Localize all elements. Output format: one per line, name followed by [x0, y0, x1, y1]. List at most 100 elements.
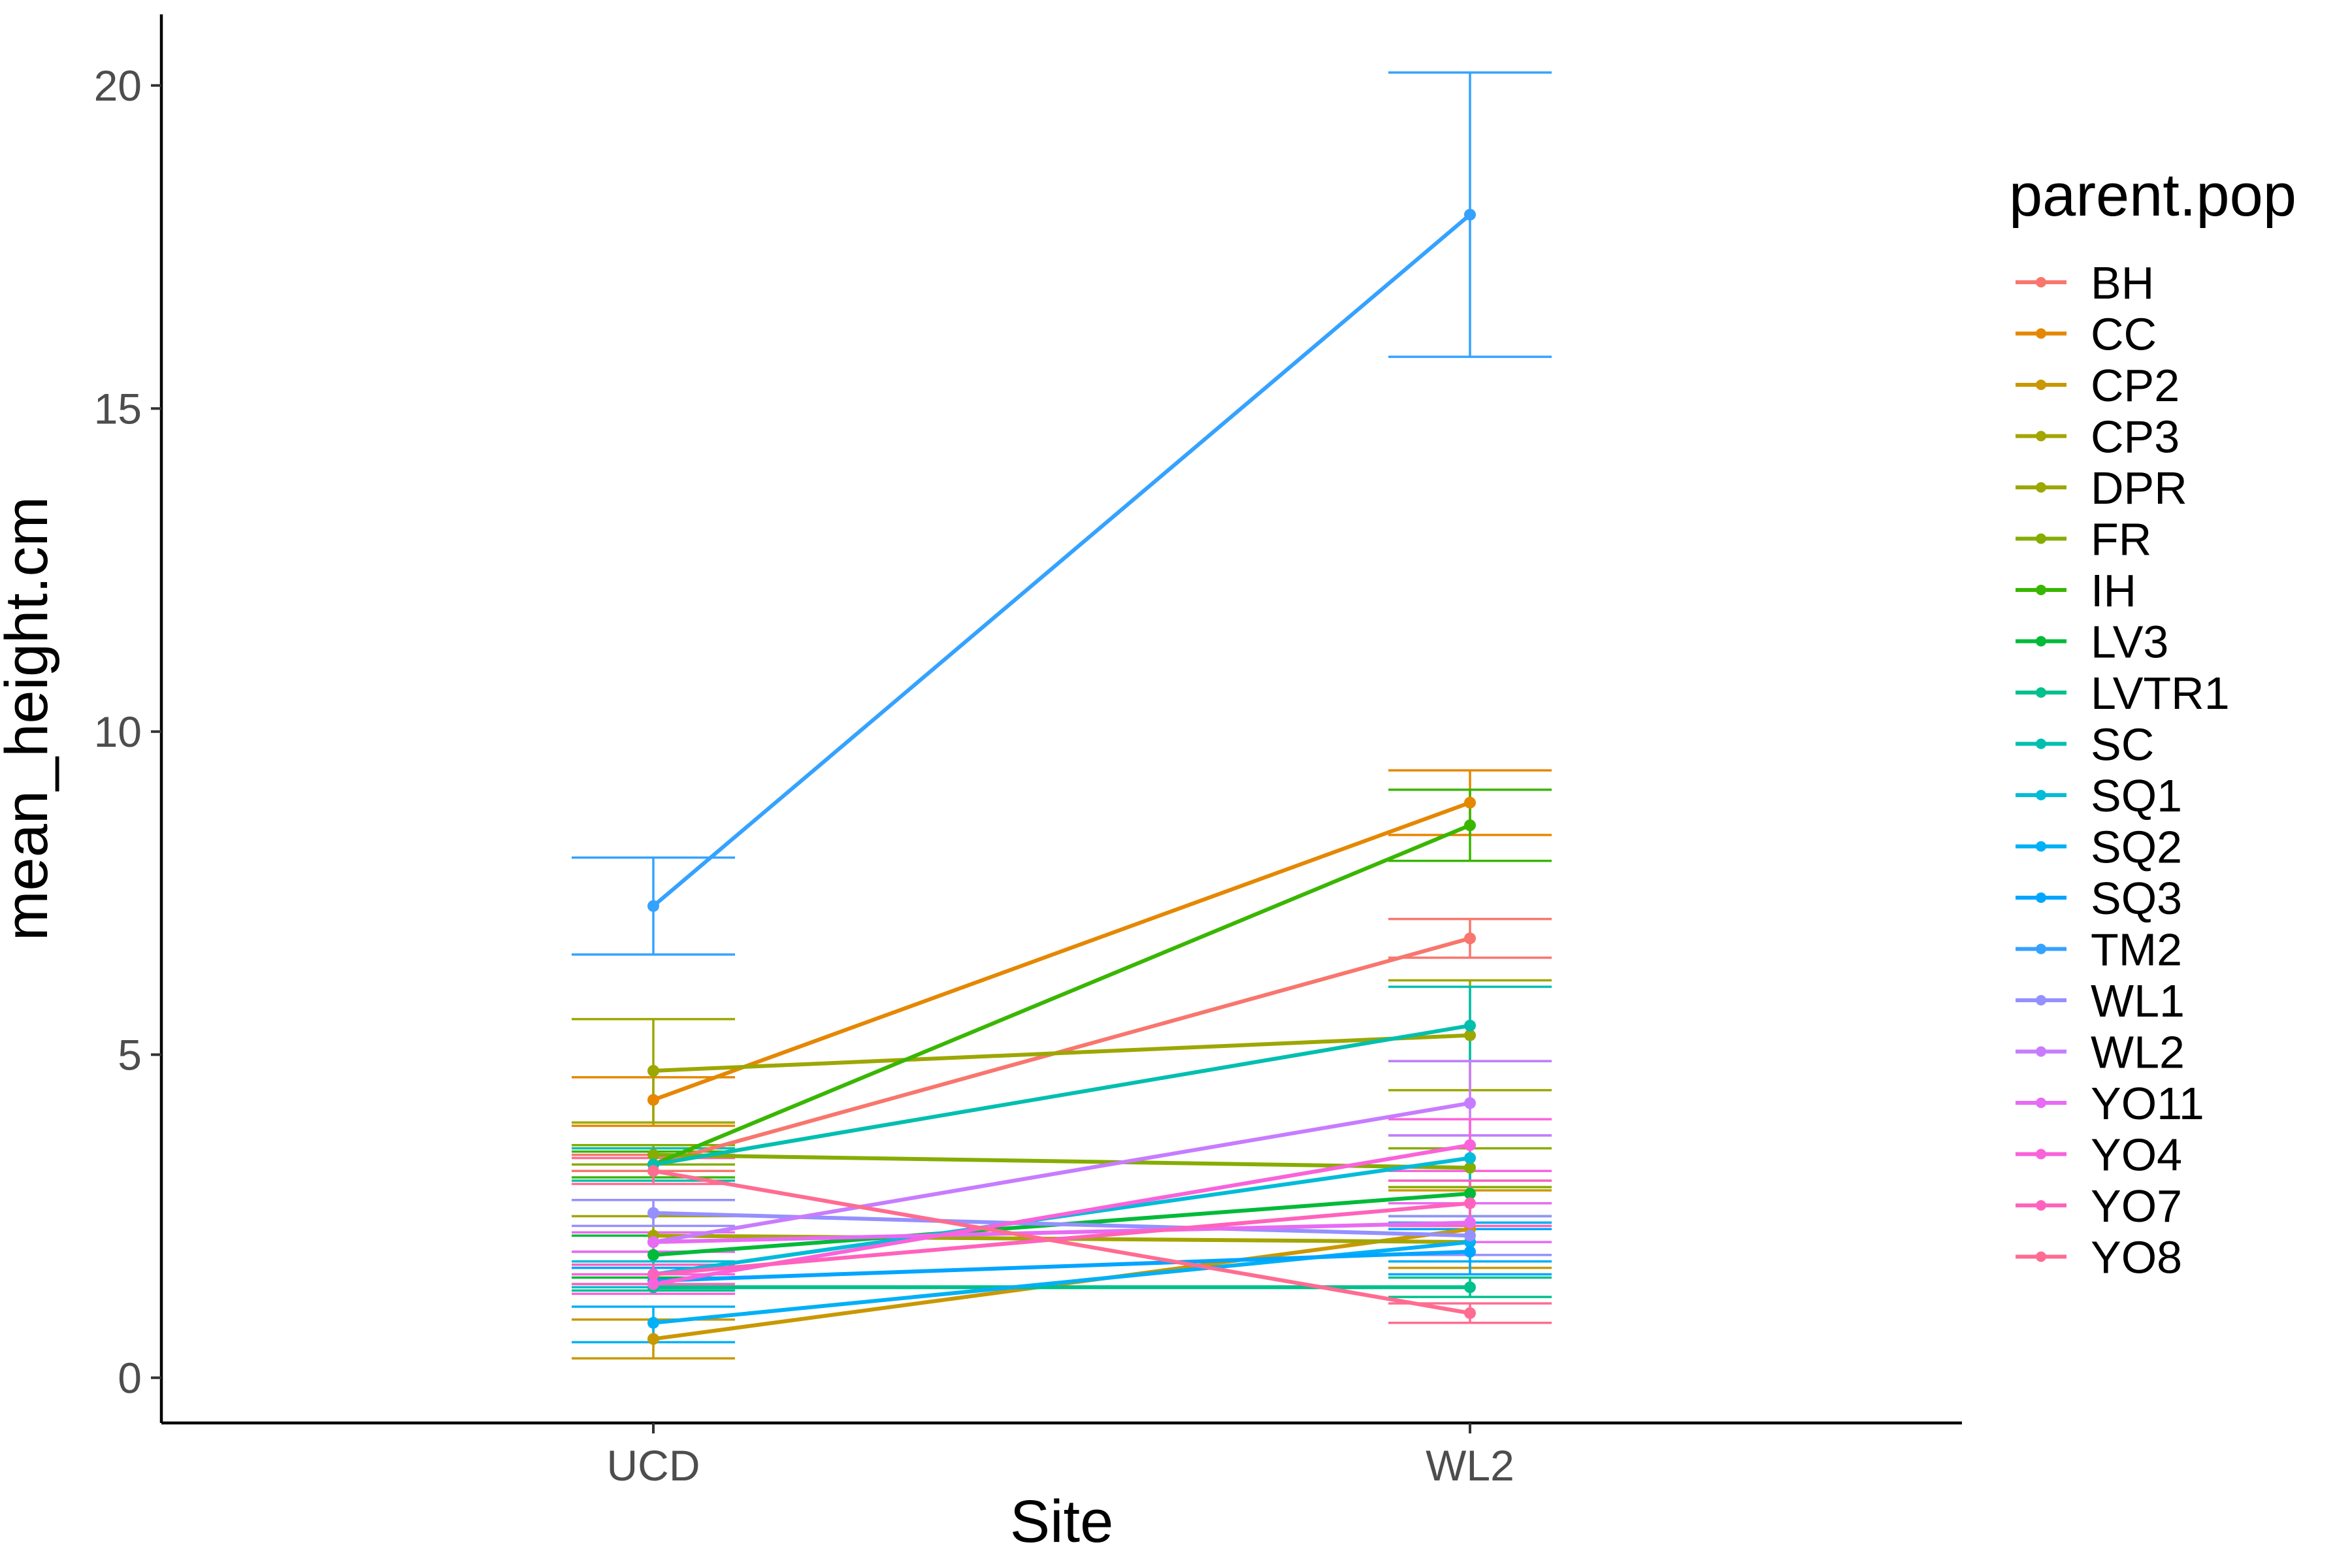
legend-key-point: [2036, 841, 2046, 852]
legend-key-point: [2036, 431, 2046, 442]
legend-key-point: [2036, 380, 2046, 390]
legend-label: IH: [2091, 565, 2136, 616]
legend-item-sc: SC: [2016, 719, 2154, 770]
error-bars: [572, 71, 1552, 1360]
legend-label: BH: [2091, 257, 2154, 308]
legend-item-yo8: YO8: [2016, 1232, 2182, 1283]
data-point-lv3: [647, 1249, 659, 1261]
legend: parent.pop BHCCCP2CP3DPRFRIHLV3LVTR1SCSQ…: [2009, 162, 2296, 1283]
legend-label: LVTR1: [2091, 668, 2230, 719]
legend-key-point: [2036, 1149, 2046, 1160]
axes: [159, 14, 1962, 1425]
series-line-yo8: [653, 1169, 1471, 1315]
legend-item-dpr: DPR: [2016, 463, 2187, 514]
legend-key-point: [2036, 636, 2046, 647]
y-axis-title: mean_height.cm: [0, 497, 60, 941]
data-point-wl1: [1464, 1230, 1476, 1242]
series-line-wl1: [653, 1211, 1471, 1238]
data-point-dpr: [647, 1065, 659, 1077]
y-tick-label: 20: [94, 61, 142, 110]
legend-item-bh: BH: [2016, 257, 2154, 308]
data-point-fr: [1464, 1162, 1476, 1174]
series-line-cc: [652, 800, 1471, 1102]
legend-item-wl2: WL2: [2016, 1027, 2185, 1078]
data-point-sc: [1464, 1019, 1476, 1032]
legend-key-point: [2036, 738, 2046, 749]
legend-label: SQ3: [2091, 873, 2182, 924]
legend-item-cp3: CP3: [2016, 412, 2180, 463]
legend-label: YO8: [2091, 1232, 2182, 1283]
data-point-fr: [647, 1149, 659, 1161]
legend-key-point: [2036, 277, 2046, 287]
data-point-yo11: [1464, 1217, 1476, 1229]
legend-key-point: [2036, 1200, 2046, 1211]
x-tick-label: WL2: [1426, 1441, 1514, 1490]
series-points: [647, 208, 1476, 1345]
legend-label: DPR: [2091, 463, 2187, 514]
series-line-yo7: [653, 1201, 1471, 1277]
legend-label: YO4: [2091, 1130, 2182, 1181]
legend-item-yo4: YO4: [2016, 1130, 2182, 1181]
data-point-yo8: [1464, 1307, 1476, 1319]
series-line-dpr: [653, 1033, 1471, 1073]
data-point-ih: [1464, 819, 1476, 832]
series-line-wl2: [653, 1101, 1471, 1245]
series-line-sc: [653, 1023, 1471, 1167]
legend-item-ih: IH: [2016, 565, 2136, 616]
legend-item-sq1: SQ1: [2016, 770, 2182, 821]
legend-label: SQ2: [2091, 822, 2182, 873]
series-line-tm2: [652, 213, 1471, 908]
legend-item-lvtr1: LVTR1: [2016, 668, 2230, 719]
legend-label: WL2: [2091, 1027, 2185, 1078]
legend-key-point: [2036, 943, 2046, 955]
y-ticks: 0 5 10 15 20: [94, 61, 161, 1402]
data-point-tm2: [1464, 208, 1476, 221]
legend-key-point: [2036, 892, 2046, 903]
legend-key-point: [2036, 995, 2046, 1005]
legend-item-fr: FR: [2016, 514, 2151, 565]
data-point-yo7: [647, 1268, 659, 1281]
data-point-tm2: [647, 900, 659, 912]
data-point-cc: [1464, 796, 1476, 809]
data-point-yo4: [1464, 1139, 1476, 1151]
legend-key-point: [2036, 482, 2046, 493]
x-ticks: UCD WL2: [607, 1423, 1514, 1490]
legend-item-cp2: CP2: [2016, 360, 2180, 411]
legend-item-lv3: LV3: [2016, 617, 2168, 668]
y-tick-label: 0: [118, 1354, 142, 1402]
y-tick-label: 15: [94, 384, 142, 433]
legend-label: FR: [2091, 514, 2151, 565]
legend-label: SQ1: [2091, 770, 2182, 821]
legend-item-cc: CC: [2016, 309, 2157, 360]
data-point-wl1: [647, 1207, 659, 1219]
legend-label: TM2: [2091, 924, 2182, 975]
legend-item-sq2: SQ2: [2016, 822, 2182, 873]
legend-item-yo7: YO7: [2016, 1181, 2182, 1232]
series-line-ih: [652, 823, 1471, 1167]
data-point-cp2: [647, 1333, 659, 1345]
legend-key-point: [2036, 790, 2046, 800]
data-point-yo8: [647, 1165, 659, 1177]
data-point-dpr: [1464, 1029, 1476, 1041]
data-point-cc: [647, 1094, 659, 1106]
data-point-sq3: [1464, 1245, 1476, 1258]
data-point-yo7: [1464, 1197, 1476, 1209]
x-tick-label: UCD: [607, 1441, 700, 1490]
data-point-sq2: [647, 1316, 659, 1329]
legend-item-sq3: SQ3: [2016, 873, 2182, 924]
legend-item-tm2: TM2: [2016, 924, 2182, 975]
legend-item-yo11: YO11: [2016, 1078, 2204, 1129]
y-tick-label: 10: [94, 708, 142, 756]
legend-key-point: [2036, 1046, 2046, 1057]
legend-label: LV3: [2091, 617, 2168, 668]
series-lines: [652, 213, 1471, 1341]
legend-item-wl1: WL1: [2016, 975, 2185, 1026]
legend-title: parent.pop: [2009, 162, 2296, 229]
legend-key-point: [2036, 328, 2046, 339]
data-point-lv3: [1464, 1187, 1476, 1200]
y-tick-label: 5: [118, 1030, 142, 1079]
series-line-yo11: [653, 1220, 1471, 1245]
data-point-lvtr1: [1464, 1281, 1476, 1294]
legend-label: YO11: [2091, 1078, 2204, 1129]
